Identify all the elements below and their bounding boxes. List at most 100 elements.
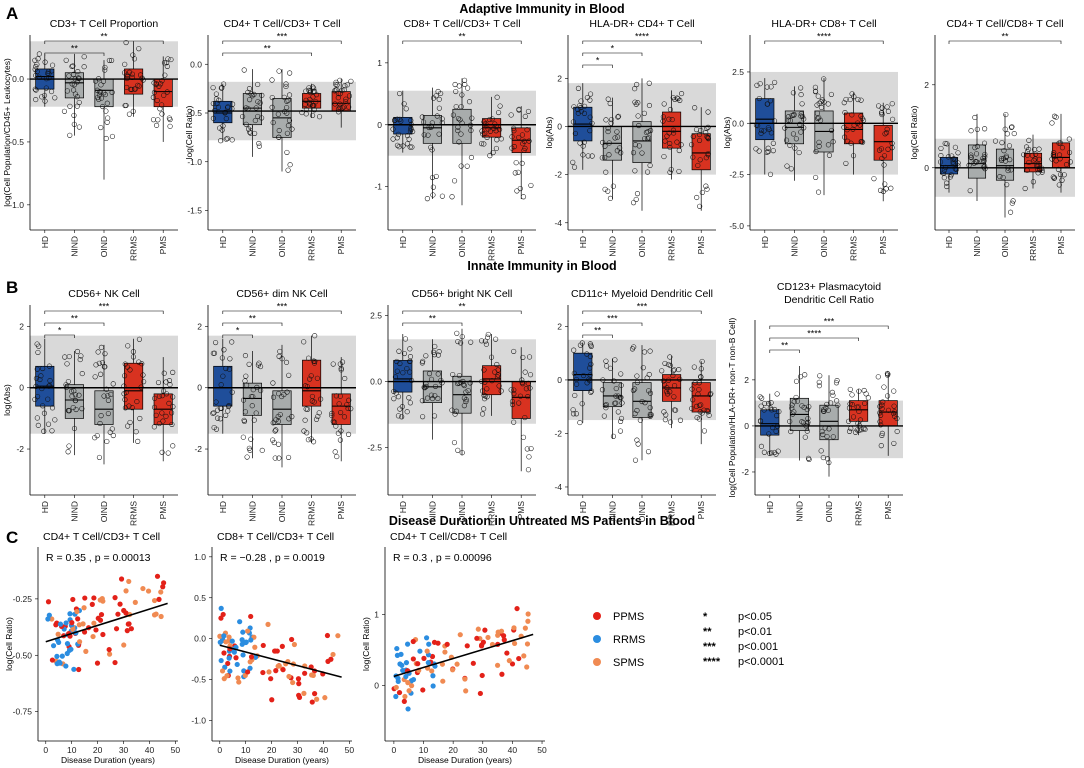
data-point [608,120,614,126]
data-point [218,138,224,144]
data-point-spms [226,634,232,640]
data-point [488,354,495,360]
data-point [33,97,39,103]
data-point [69,393,75,399]
significance-bracket: ** [222,44,312,56]
data-point [645,449,652,455]
data-point [878,443,884,449]
box-oind [92,344,116,465]
data-point [401,101,407,107]
data-point [758,443,765,449]
data-point [1035,161,1041,167]
data-point [767,405,773,411]
y-tick-label: 2 [19,321,24,331]
data-point-rrms [231,649,237,655]
data-point [75,75,82,81]
data-point-ppms [53,622,59,628]
data-point [122,397,128,403]
data-point-spms [330,651,336,658]
data-point [611,378,617,384]
data-point [798,92,804,98]
data-point [798,129,804,135]
data-point [766,400,772,407]
data-point [674,139,680,145]
data-point [210,410,216,416]
y-tick-label: 0 [557,121,562,131]
data-point [404,133,411,139]
data-point [979,158,985,164]
data-point [1036,156,1042,162]
data-point [390,126,396,132]
data-point [463,397,469,403]
data-point [307,376,313,382]
data-point [224,105,231,111]
data-point-rrms [243,639,249,646]
data-point [821,406,827,412]
data-point [615,409,621,415]
data-point [338,367,344,373]
data-point [346,104,352,110]
legend-item-rrms: RRMS [593,634,645,646]
data-point [579,340,585,346]
box-body [967,144,987,179]
data-point [153,80,159,87]
data-point [166,400,172,406]
data-point [103,108,109,114]
data-point [699,358,705,365]
data-point [276,391,282,397]
data-point [689,405,695,412]
data-point [33,375,40,382]
x-tick-label: PMS [696,236,706,255]
data-point [587,128,593,134]
data-point [516,400,522,406]
data-point-spms [475,626,481,632]
data-point [842,134,848,140]
data-point-spms [449,667,456,673]
data-point [303,106,310,113]
data-point [881,162,887,168]
correlation-stat: R = 0.35 , p = 0.00013 [46,552,151,564]
data-point [308,373,314,379]
data-point [489,116,495,122]
data-point [703,155,709,161]
data-point [667,140,673,147]
data-point [469,115,475,121]
data-point [587,365,593,371]
bracket-line [222,52,312,56]
box-pms [689,105,711,211]
data-point [519,379,525,386]
data-point [255,113,261,119]
data-point [78,353,84,359]
data-point [133,429,139,435]
data-point [635,441,641,447]
data-point [156,393,163,399]
data-point-spms [424,648,430,654]
data-point-rrms [240,629,246,635]
box-oind [816,373,841,477]
data-point [479,411,486,417]
data-point [1051,150,1057,156]
data-point [425,132,431,138]
data-point [603,402,609,408]
data-point [972,114,978,121]
data-point [245,89,251,95]
data-point [226,403,232,409]
data-point [458,131,464,137]
bracket-line [402,322,463,326]
data-point [1059,177,1065,183]
data-point-spms [462,676,468,682]
data-point [699,189,705,195]
data-point-spms [145,588,152,594]
data-point [1039,169,1045,175]
data-point [286,416,292,422]
data-point [878,146,884,152]
data-point [666,116,672,122]
data-point-spms [454,661,460,667]
data-point [170,443,176,449]
data-point [1031,146,1038,153]
data-point [775,448,781,454]
data-point [150,117,157,123]
data-point [156,420,162,427]
bracket-line [948,40,1062,44]
data-point [602,186,608,192]
